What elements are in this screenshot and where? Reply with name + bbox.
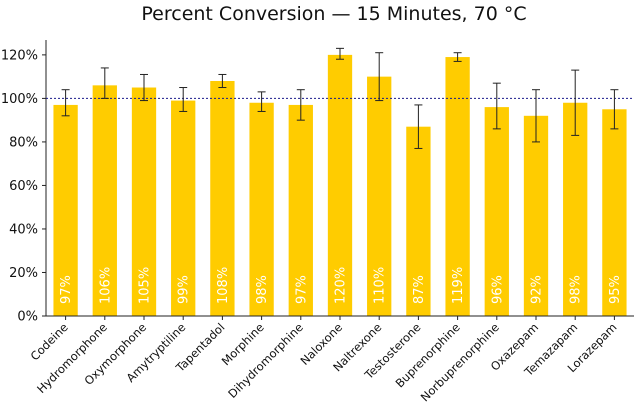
chart-title: Percent Conversion — 15 Minutes, 70 °C	[141, 3, 526, 25]
bar	[406, 126, 431, 316]
bar	[92, 85, 117, 317]
y-tick-label: 80%	[9, 135, 38, 150]
data-label: 98%	[255, 275, 270, 304]
data-label: 120%	[334, 267, 349, 304]
bar	[602, 109, 627, 316]
x-category-label: Dihydromorphine	[225, 320, 306, 401]
data-labels: 97% 106% 105% 99% 108% 98% 97% 120% 110% 87% 119% 9…	[59, 267, 623, 304]
bar	[53, 104, 78, 316]
bars	[53, 54, 627, 317]
bar	[249, 102, 274, 316]
data-label: 97%	[59, 275, 74, 304]
x-axis: CodeineHydromorphoneOxymorphoneAmytrypti…	[28, 316, 620, 404]
bar	[484, 107, 509, 316]
data-label: 108%	[216, 267, 231, 304]
y-tick-label: 120%	[1, 48, 38, 63]
y-tick-label: 100%	[1, 92, 38, 107]
bar	[131, 87, 157, 317]
bar	[445, 57, 470, 316]
data-label: 99%	[177, 275, 192, 304]
bar	[210, 80, 235, 316]
x-category-label: Hydromorphone	[34, 320, 110, 396]
y-tick-label: 0%	[17, 310, 38, 325]
y-tick-label: 40%	[9, 222, 38, 237]
data-label: 97%	[294, 275, 309, 304]
error-bars	[61, 47, 619, 149]
bar	[288, 104, 313, 316]
bar	[367, 76, 392, 316]
data-label: 106%	[98, 267, 113, 304]
data-label: 96%	[490, 275, 505, 304]
data-label: 98%	[569, 275, 584, 304]
y-tick-label: 60%	[9, 179, 38, 194]
data-label: 92%	[530, 275, 545, 304]
y-tick-label: 20%	[9, 266, 38, 281]
data-label: 105%	[138, 267, 153, 304]
bar	[563, 102, 588, 316]
bar	[171, 100, 196, 317]
y-axis: 0% 20% 40% 60% 80% 100% 120%	[1, 40, 47, 325]
data-label: 119%	[451, 267, 466, 304]
data-label: 87%	[412, 275, 427, 304]
data-label: 110%	[373, 267, 388, 304]
data-label: 95%	[608, 275, 623, 304]
bar	[523, 115, 549, 316]
